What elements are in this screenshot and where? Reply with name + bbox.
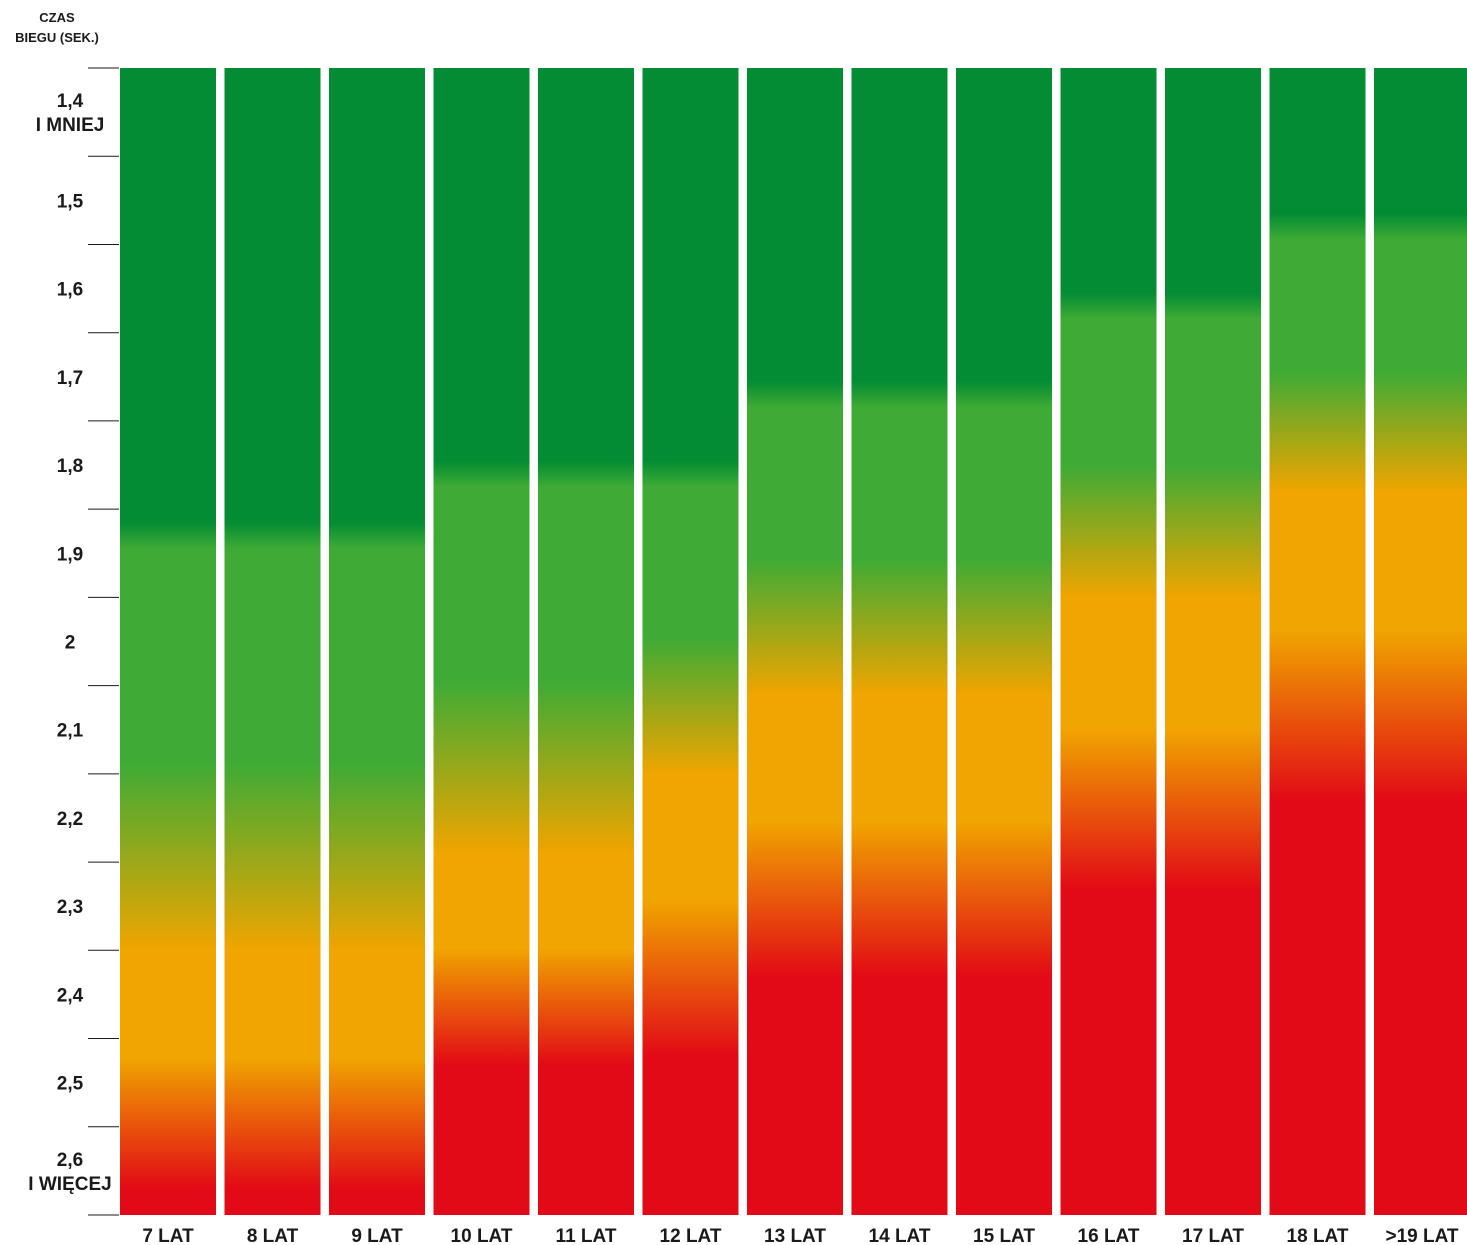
age-column [956,68,1052,1215]
y-tick-label: 1,5 [57,191,84,212]
age-column [851,68,948,1215]
x-category-label: 17 LAT [1182,1226,1244,1245]
y-axis-title-line: BIEGU (SEK.) [15,30,99,45]
age-column [329,68,425,1215]
x-category-label: 7 LAT [142,1226,194,1245]
y-tick-label: 2 [65,633,76,654]
age-columns [120,68,1467,1215]
y-tick-label: 1,8 [57,456,83,477]
y-tick-label: 2,2 [57,809,83,830]
y-tick-label: 1,9 [57,544,83,565]
x-category-label: 15 LAT [973,1226,1035,1245]
y-tick-label: 1,6 [57,280,83,301]
x-category-label: 9 LAT [351,1226,403,1245]
x-category-label: 18 LAT [1287,1226,1349,1245]
x-category-label: 12 LAT [660,1226,722,1245]
age-column [747,68,843,1215]
x-category-label: 11 LAT [556,1226,617,1245]
x-category-label: 10 LAT [451,1226,513,1245]
age-column [224,68,321,1215]
y-tick-label: 2,1 [57,721,84,742]
age-column [1374,68,1467,1215]
age-column [642,68,739,1215]
y-tick-label: I WIĘCEJ [28,1174,111,1195]
y-tick-label: 2,6 [57,1150,83,1171]
x-category-label: 16 LAT [1078,1226,1140,1245]
x-axis-labels: 7 LAT 8 LAT 9 LAT 10 LAT 11 LAT 12 LAT 13 LAT 1… [142,1226,1459,1245]
y-tick-label: 1,7 [57,368,83,389]
x-category-label: 14 LAT [869,1226,931,1245]
x-category-label: 8 LAT [247,1226,299,1245]
y-tick-label: 1,4 [57,91,84,112]
y-axis-title-line: CZAS [39,10,75,25]
y-tick-label: 2,3 [57,897,83,918]
age-column [120,68,216,1215]
x-category-label: >19 LAT [1385,1226,1458,1245]
y-tick-label: I MNIEJ [36,115,105,136]
age-column [1269,68,1366,1215]
age-column [1165,68,1261,1215]
y-axis-ticks: 1,4 I MNIEJ 1,5 1,6 1,7 1,8 1,9 2 2,1 2,2 2,3 2,4 2,… [28,67,119,1216]
age-column [538,68,634,1215]
y-tick-label: 2,4 [57,985,84,1006]
y-axis-title: CZAS BIEGU (SEK.) [15,10,99,45]
age-column [433,68,530,1215]
y-tick-label: 2,5 [57,1074,84,1095]
x-category-label: 13 LAT [764,1226,826,1245]
age-column [1060,68,1157,1215]
